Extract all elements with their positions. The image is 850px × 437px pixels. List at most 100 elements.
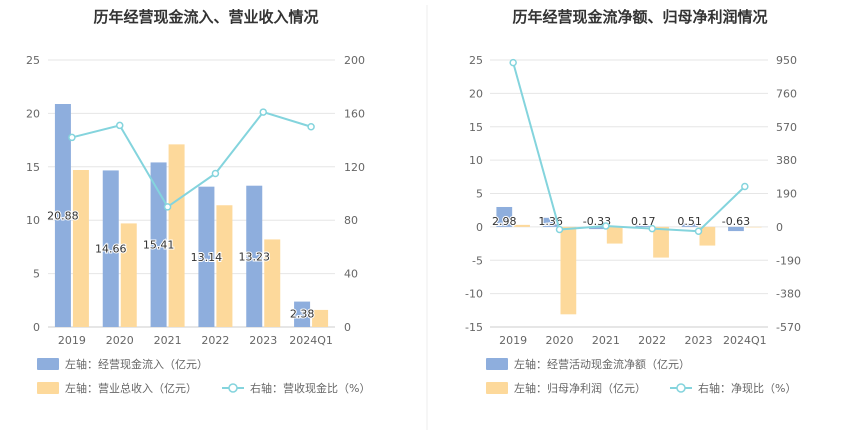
y-right-tick-label: 80	[344, 214, 358, 227]
bar-secondary	[560, 226, 577, 315]
bar-primary	[496, 206, 513, 227]
x-tick-label: 2020	[106, 334, 134, 347]
bar-secondary	[745, 226, 762, 228]
bar-secondary	[653, 226, 669, 258]
y-left-tick-label: 15	[26, 161, 40, 174]
ratio-line-point	[694, 227, 703, 236]
y-right-tick-label: 950	[776, 54, 797, 67]
legend-label: 右轴：营收现金比（%）	[250, 381, 370, 395]
legend-swatch	[486, 358, 508, 370]
legend-label: 右轴：净现比（%）	[698, 381, 796, 395]
ratio-line-point	[211, 169, 220, 178]
bar-primary	[102, 170, 119, 327]
x-tick-label: 2024Q1	[723, 334, 767, 347]
ratio-line-point	[648, 224, 656, 233]
bar-secondary	[312, 309, 329, 327]
y-left-tick-label: 10	[26, 214, 40, 227]
bar-data-label: -0.63	[722, 215, 750, 228]
x-tick-label: 2021	[592, 334, 620, 347]
y-right-tick-label: -570	[776, 321, 801, 334]
y-right-tick-label: 570	[776, 121, 797, 134]
chart-1-title: 历年经营现金流入、营业收入情况	[93, 8, 318, 26]
bar-primary	[294, 301, 311, 327]
bar-data-label: 0.17	[631, 215, 656, 228]
legend-swatch	[37, 358, 59, 370]
y-left-tick-label: 10	[469, 154, 483, 167]
y-right-tick-label: 160	[344, 107, 365, 120]
legend-label: 左轴：归母净利润（亿元）	[514, 381, 646, 395]
y-right-tick-label: 0	[344, 321, 351, 334]
x-tick-label: 2019	[499, 334, 527, 347]
chart-2-title: 历年经营现金流净额、归母净利润情况	[512, 8, 767, 26]
bar-secondary	[606, 226, 623, 244]
x-tick-label: 2019	[58, 334, 86, 347]
y-left-tick-label: -15	[465, 321, 483, 334]
y-left-tick-label: 5	[476, 188, 483, 201]
legend-label: 左轴：营业总收入（亿元）	[65, 381, 197, 395]
y-left-tick-label: 20	[469, 87, 483, 100]
bar-data-label: 2.98	[492, 215, 517, 228]
y-left-tick-label: 25	[469, 54, 483, 67]
ratio-line-point	[163, 203, 172, 211]
bar-data-label: 13.14	[191, 251, 223, 264]
x-tick-label: 2023	[685, 334, 713, 347]
y-right-tick-label: 40	[344, 268, 358, 281]
bar-secondary	[264, 239, 281, 327]
bar-data-label: 2.38	[290, 308, 315, 321]
y-left-tick-label: -5	[472, 254, 483, 267]
y-left-tick-label: 15	[469, 121, 483, 134]
y-left-tick-label: -10	[465, 288, 483, 301]
ratio-line-point	[307, 123, 315, 131]
ratio-line	[512, 62, 746, 233]
x-tick-label: 2023	[249, 334, 277, 347]
ratio-line-point	[602, 222, 610, 230]
y-right-tick-label: 380	[776, 154, 797, 167]
bar-primary	[198, 186, 215, 327]
bar-secondary	[120, 223, 137, 327]
bar-data-label: 13.23	[239, 250, 271, 263]
bar-primary	[150, 162, 167, 327]
bar-primary	[681, 223, 698, 227]
bar-secondary	[699, 226, 716, 246]
legend-label: 左轴：经营活动现金流净额（亿元）	[514, 357, 690, 371]
bar-secondary	[514, 224, 530, 227]
bar-primary	[246, 185, 263, 327]
bar-secondary	[216, 205, 233, 327]
y-right-tick-label: 190	[776, 188, 797, 201]
legend-line-marker	[228, 383, 238, 393]
bar-primary	[635, 225, 652, 227]
ratio-line-point	[741, 182, 749, 191]
ratio-line	[71, 110, 312, 209]
ratio-line-point	[259, 108, 267, 116]
bar-primary	[542, 217, 559, 227]
bar-data-label: 14.66	[95, 243, 127, 256]
x-tick-label: 2021	[154, 334, 182, 347]
y-left-tick-label: 25	[26, 54, 40, 67]
bar-data-label: 20.88	[47, 210, 79, 223]
y-left-tick-label: 0	[476, 221, 483, 234]
bar-secondary	[72, 170, 89, 327]
legend-label: 左轴：经营现金流入（亿元）	[65, 357, 208, 371]
bar-data-label: 0.51	[677, 215, 702, 228]
y-right-tick-label: -380	[776, 288, 801, 301]
y-right-tick-label: 0	[776, 221, 783, 234]
x-tick-label: 2024Q1	[289, 334, 333, 347]
ratio-line-point	[68, 133, 76, 142]
bar-data-label: 15.41	[143, 239, 175, 252]
x-tick-label: 2020	[546, 334, 574, 347]
legend-swatch	[37, 382, 59, 394]
ratio-line-point	[509, 58, 517, 67]
y-left-tick-label: 5	[33, 268, 40, 281]
bar-primary	[589, 226, 605, 230]
bar-primary	[728, 226, 744, 232]
ratio-line-point	[116, 121, 124, 130]
bar-primary	[54, 104, 71, 327]
y-right-tick-label: 120	[344, 161, 365, 174]
y-left-tick-label: 0	[33, 321, 40, 334]
legend-swatch	[486, 382, 508, 394]
x-tick-label: 2022	[201, 334, 229, 347]
y-right-tick-label: 760	[776, 87, 797, 100]
bar-secondary	[168, 144, 185, 327]
ratio-line-point	[555, 225, 564, 234]
